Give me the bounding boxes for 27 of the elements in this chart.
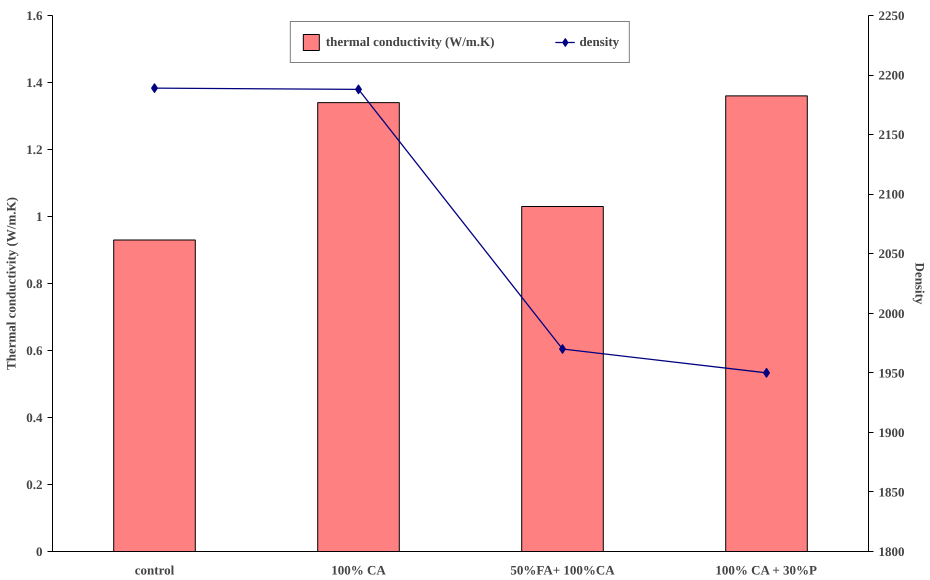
- y2-tick-label: 2100: [878, 186, 904, 202]
- y2-tick-label: 1950: [878, 365, 904, 380]
- y2-tick-label: 1850: [878, 484, 904, 500]
- y-axis-title: Thermal conductivity (W/m.K): [3, 197, 18, 370]
- x-tick-label: 100% CA: [331, 562, 386, 578]
- y2-tick-label: 2050: [878, 246, 904, 262]
- legend-label: density: [579, 34, 620, 50]
- y2-tick-label: 2250: [878, 8, 904, 23]
- y2-tick-label: 1900: [878, 424, 904, 440]
- y-tick-label: 1.2: [26, 142, 42, 157]
- legend-label: thermal conductivity (W/m.K): [326, 34, 494, 50]
- y-tick-label: 0.8: [26, 276, 43, 291]
- y-tick-label: 0.2: [26, 477, 42, 492]
- y2-tick-label: 2150: [878, 127, 904, 142]
- y-tick-label: 0: [36, 544, 42, 559]
- x-tick-label: 100% CA + 30%P: [715, 562, 818, 578]
- y-tick-label: 1.6: [26, 8, 43, 23]
- y-tick-label: 0.4: [26, 410, 43, 425]
- y2-tick-label: 2000: [878, 306, 904, 321]
- y2-tick-label: 2200: [878, 68, 904, 83]
- y2-axis-title: Density: [912, 262, 928, 305]
- y-tick-label: 1: [36, 209, 42, 224]
- y-tick-label: 1.4: [26, 75, 43, 90]
- y2-tick-label: 1800: [878, 544, 904, 559]
- x-tick-label: control: [134, 562, 175, 578]
- y-tick-label: 0.6: [26, 343, 43, 358]
- x-tick-label: 50%FA+ 100%CA: [510, 562, 616, 578]
